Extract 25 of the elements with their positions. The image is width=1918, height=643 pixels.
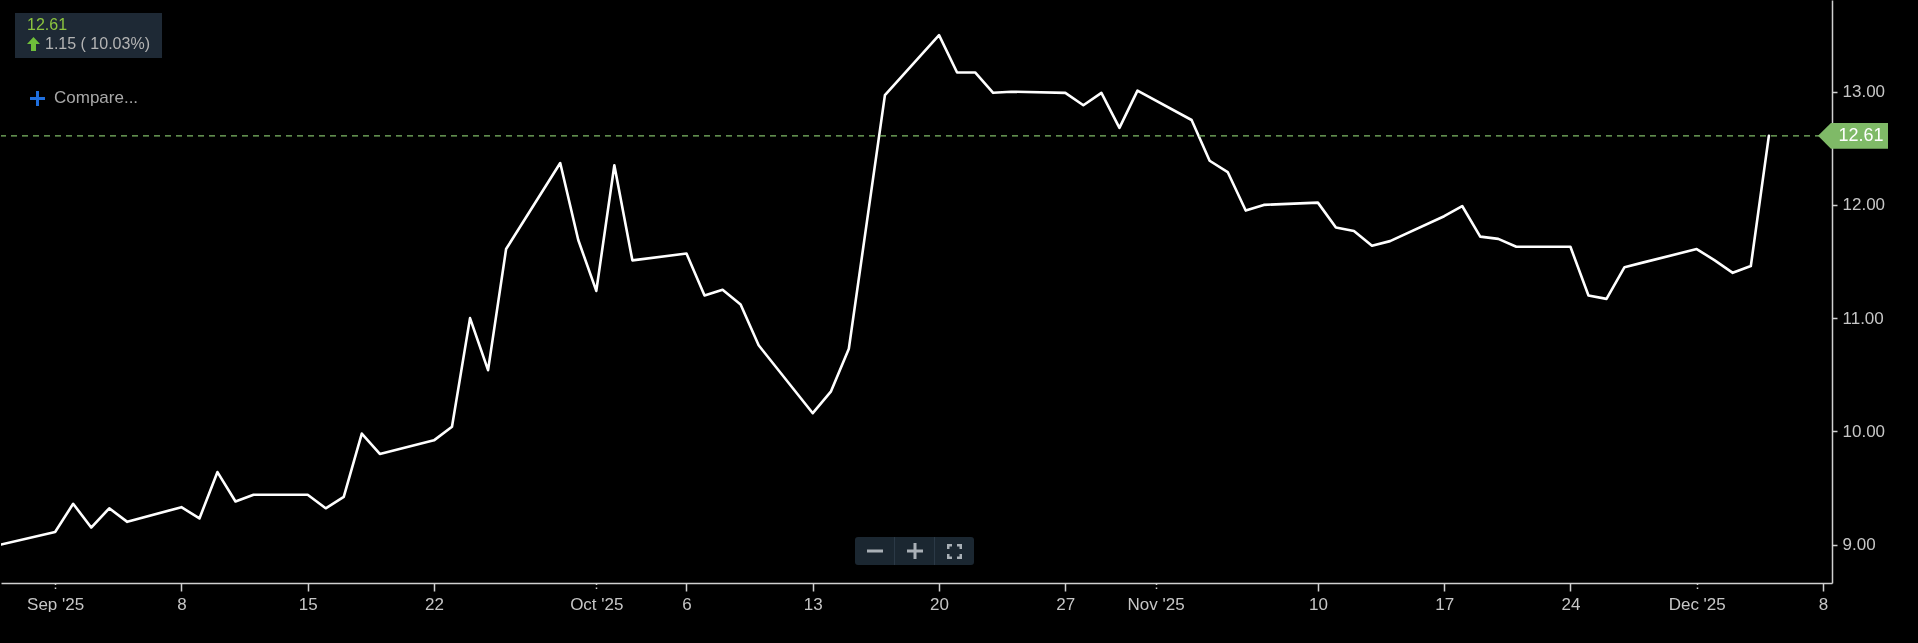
x-tick-label: Dec '25 [1668, 594, 1726, 614]
y-tick-label: 13.00 [1842, 82, 1886, 102]
x-tick-label: Nov '25 [1127, 594, 1185, 614]
annotation: 12.61 [27, 16, 69, 34]
x-tick-label: 24 [1561, 594, 1581, 614]
y-tick-label: 10.00 [1842, 421, 1886, 441]
x-tick-label: 10 [1308, 594, 1328, 614]
y-tick-label: 9.00 [1842, 535, 1876, 555]
ref-line-label: 12.61 [1838, 124, 1884, 145]
y-tick-label: 12.00 [1842, 195, 1886, 215]
x-tick-label: 27 [1056, 594, 1076, 614]
x-tick-label: 20 [930, 594, 950, 614]
y-tick-label: 11.00 [1842, 308, 1884, 328]
annotation: 1.15 ( 10.03%) [45, 34, 150, 54]
x-tick-label: 13 [803, 594, 823, 614]
x-tick-label: 17 [1435, 594, 1455, 614]
x-tick-label: 22 [424, 594, 444, 614]
x-tick-label: 15 [298, 594, 318, 614]
line-series [1, 33, 1771, 546]
quote-box: 12.61 1.15 ( 10.03%) [15, 13, 162, 58]
annotation: Compare... [54, 88, 139, 107]
x-tick-label: 8 [1818, 594, 1829, 614]
x-tick-label: Oct '25 [570, 594, 624, 614]
x-tick-label: 6 [682, 594, 692, 614]
x-tick-label: 8 [177, 594, 187, 614]
